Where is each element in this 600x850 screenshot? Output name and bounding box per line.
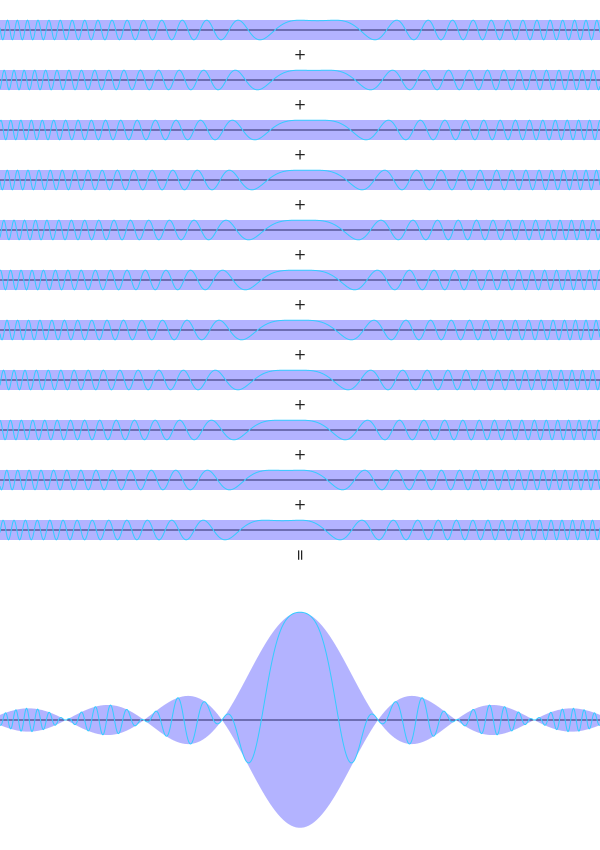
component-wave (0, 419, 600, 441)
component-wave (0, 219, 600, 241)
component-wave (0, 319, 600, 341)
plus-sign: + (294, 396, 307, 414)
plus-sign: + (294, 296, 307, 314)
plus-sign: + (294, 446, 307, 464)
plus-sign: + (294, 346, 307, 364)
sum-wave (0, 611, 600, 764)
component-wave (0, 19, 600, 41)
component-wave (0, 269, 600, 291)
component-wave (0, 519, 600, 541)
plus-sign: + (294, 46, 307, 64)
component-wave (0, 69, 600, 91)
equals-sign: = (292, 549, 310, 562)
component-wave (0, 169, 600, 191)
plus-sign: + (294, 96, 307, 114)
plus-sign: + (294, 146, 307, 164)
component-wave (0, 119, 600, 141)
plus-sign: + (294, 246, 307, 264)
plus-sign: + (294, 496, 307, 514)
component-wave (0, 469, 600, 491)
plus-sign: + (294, 196, 307, 214)
component-wave (0, 369, 600, 391)
